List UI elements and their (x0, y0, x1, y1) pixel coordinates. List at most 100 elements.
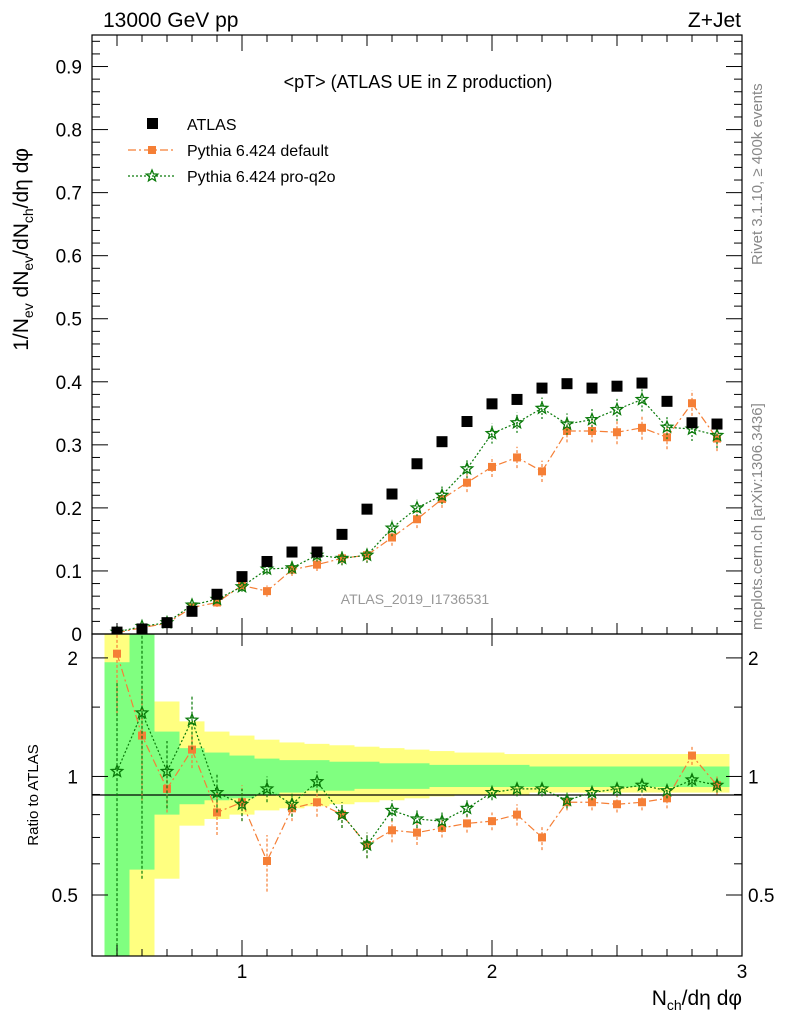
atlas-point (186, 605, 198, 617)
pythia-proq2o-ratio-point (684, 772, 700, 787)
pythia-proq2o-ratio-point (134, 705, 150, 720)
pythia-proq2o-ratio-point (559, 792, 575, 807)
main-y-tick-label: 0.5 (56, 310, 82, 331)
ratio-y-tick-label: 1 (67, 767, 78, 788)
pythia-proq2o-ratio-point (409, 811, 425, 826)
legend-label-atlas: ATLAS (187, 117, 237, 134)
pythia-proq2o-ratio-point (284, 796, 300, 811)
legend-marker-pythia-proq2o (144, 168, 160, 183)
legend-marker-pythia-default (148, 146, 156, 154)
atlas-point (636, 377, 648, 389)
ratio-y-tick-label-right: 2 (748, 649, 759, 670)
pythia-default-ratio-point (338, 810, 346, 819)
x-tick-label: 1 (237, 962, 248, 983)
pythia-default-main-point (238, 581, 246, 590)
pythia-proq2o-ratio-point (309, 773, 325, 788)
legend-item-pythia-proq2o: Pythia 6.424 pro-q2o (128, 168, 336, 186)
pythia-proq2o-ratio-point (434, 813, 450, 828)
pythia-default-main-point (388, 533, 396, 542)
pythia-proq2o-ratio-point (384, 802, 400, 817)
atlas-point (336, 528, 348, 540)
pythia-proq2o-ratio-point (584, 784, 600, 799)
pythia-default-ratio-point (688, 751, 696, 760)
ratio-y-tick-label-right: 0.5 (748, 886, 774, 907)
pythia-proq2o-main-point (259, 561, 275, 576)
atlas-point (536, 382, 548, 394)
main-y-tick-label: 0.2 (56, 499, 82, 520)
pythia-default-ratio-point (313, 798, 321, 807)
ratio-band-green-5 (229, 755, 255, 799)
pythia-proq2o-ratio-point (259, 781, 275, 796)
main-y-tick-label: 0.7 (56, 184, 82, 205)
pythia-default-ratio-point (538, 833, 546, 842)
pythia-proq2o-main-point (709, 427, 725, 442)
pythia-default-ratio-point (588, 798, 596, 807)
atlas-point (236, 571, 248, 583)
pythia-proq2o-main-point (359, 547, 375, 562)
ratio-bands (104, 634, 730, 956)
pythia-default-ratio-point (263, 856, 271, 865)
pythia-proq2o-main-point (584, 411, 600, 426)
legend-marker-atlas (147, 118, 158, 129)
pythia-proq2o-ratio-point (184, 712, 200, 727)
ratio-band-green-14 (454, 764, 480, 788)
pythia-proq2o-main-point (559, 416, 575, 431)
pythia-proq2o-ratio-point (534, 781, 550, 796)
header-right: Z+Jet (688, 9, 741, 32)
pythia-default-ratio-point (463, 819, 471, 828)
ratio-y-tick-label-right: 1 (748, 767, 759, 788)
pythia-proq2o-main-point (609, 401, 625, 416)
ratio-y-axis-label: Ratio to ATLAS (25, 744, 42, 845)
atlas-point (161, 617, 173, 629)
pythia-proq2o-main-point (409, 500, 425, 515)
pythia-proq2o-ratio-point (484, 784, 500, 799)
ratio-band-green-13 (429, 764, 455, 788)
atlas-point (436, 436, 448, 448)
pythia-proq2o-ratio-point (109, 763, 125, 778)
pythia-proq2o-ratio-point (234, 796, 250, 811)
main-y-tick-label: 0.9 (56, 58, 82, 79)
atlas-point (286, 546, 298, 558)
atlas-point (511, 393, 523, 405)
pythia-proq2o-ratio-point (359, 837, 375, 852)
ratio-band-green-18 (554, 766, 580, 788)
atlas-point (411, 458, 423, 470)
main-y-tick-label: 0.1 (56, 562, 82, 583)
ratio-band-green-11 (379, 763, 405, 789)
pythia-default-ratio-point (238, 798, 246, 807)
pythia-proq2o-ratio-line (116, 711, 718, 846)
atlas-point (611, 380, 623, 392)
side-note-top: Rivet 3.1.10, ≥ 400k events (749, 83, 766, 265)
atlas-point (686, 417, 698, 429)
atlas-point (561, 378, 573, 390)
pythia-default-ratio-point (638, 798, 646, 807)
ratio-band-green-7 (279, 760, 305, 793)
pythia-default-main-point (613, 428, 621, 437)
pythia-default-ratio-point (138, 731, 146, 740)
atlas-point (386, 488, 398, 500)
legend-label-pythia-default: Pythia 6.424 default (187, 143, 329, 160)
ratio-y-tick-label: 2 (67, 649, 78, 670)
main-y-tick-label: 0 (71, 625, 82, 646)
x-axis-label: Nch/dη dφ (652, 987, 742, 1013)
atlas-point (311, 546, 323, 558)
ratio-band-green-16 (504, 764, 530, 788)
pythia-default-main-point (313, 560, 321, 569)
ratio-band-green-20 (604, 766, 630, 788)
pythia-default-ratio-point (613, 800, 621, 809)
legend-item-pythia-default: Pythia 6.424 default (128, 143, 329, 160)
pythia-proq2o-ratio-point (159, 763, 175, 778)
pythia-proq2o-main-point (234, 578, 250, 593)
pythia-proq2o-ratio-point (334, 806, 350, 821)
pythia-default-main-point (488, 462, 496, 471)
pythia-default-ratio-point (488, 817, 496, 826)
pythia-default-ratio-point (113, 649, 121, 658)
pythia-proq2o-ratio-point (659, 782, 675, 798)
pythia-proq2o-main-point (659, 419, 675, 434)
ratio-band-green-22 (654, 766, 680, 788)
pythia-default-main-point (338, 554, 346, 563)
ratio-band-green-17 (529, 766, 555, 788)
atlas-point (211, 588, 223, 600)
axes-layer: 0 0.1 0.2 0.3 0.4 0.5 0.6 0.7 0.8 0.9 1 2 3 0.5 0.5 1 1 2… (52, 35, 774, 983)
pythia-proq2o-ratio-point (459, 800, 475, 815)
